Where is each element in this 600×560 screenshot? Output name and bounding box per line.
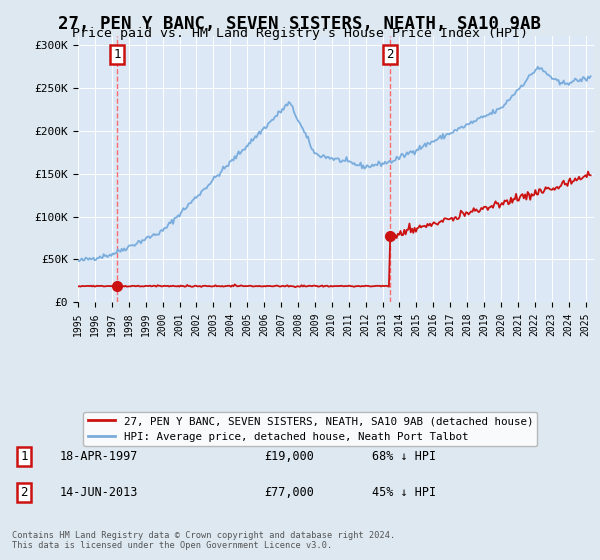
Text: 45% ↓ HPI: 45% ↓ HPI: [372, 486, 436, 500]
Text: 2: 2: [20, 486, 28, 500]
Text: £19,000: £19,000: [264, 450, 314, 463]
Text: Contains HM Land Registry data © Crown copyright and database right 2024.
This d: Contains HM Land Registry data © Crown c…: [12, 530, 395, 550]
Text: 2: 2: [386, 48, 394, 62]
Text: 18-APR-1997: 18-APR-1997: [60, 450, 139, 463]
Legend: 27, PEN Y BANC, SEVEN SISTERS, NEATH, SA10 9AB (detached house), HPI: Average pr: 27, PEN Y BANC, SEVEN SISTERS, NEATH, SA…: [83, 412, 538, 446]
Text: 68% ↓ HPI: 68% ↓ HPI: [372, 450, 436, 463]
Text: 1: 1: [20, 450, 28, 463]
Text: 27, PEN Y BANC, SEVEN SISTERS, NEATH, SA10 9AB: 27, PEN Y BANC, SEVEN SISTERS, NEATH, SA…: [59, 15, 542, 32]
Text: 1: 1: [113, 48, 121, 62]
Text: £77,000: £77,000: [264, 486, 314, 500]
Text: Price paid vs. HM Land Registry's House Price Index (HPI): Price paid vs. HM Land Registry's House …: [72, 27, 528, 40]
Text: 14-JUN-2013: 14-JUN-2013: [60, 486, 139, 500]
